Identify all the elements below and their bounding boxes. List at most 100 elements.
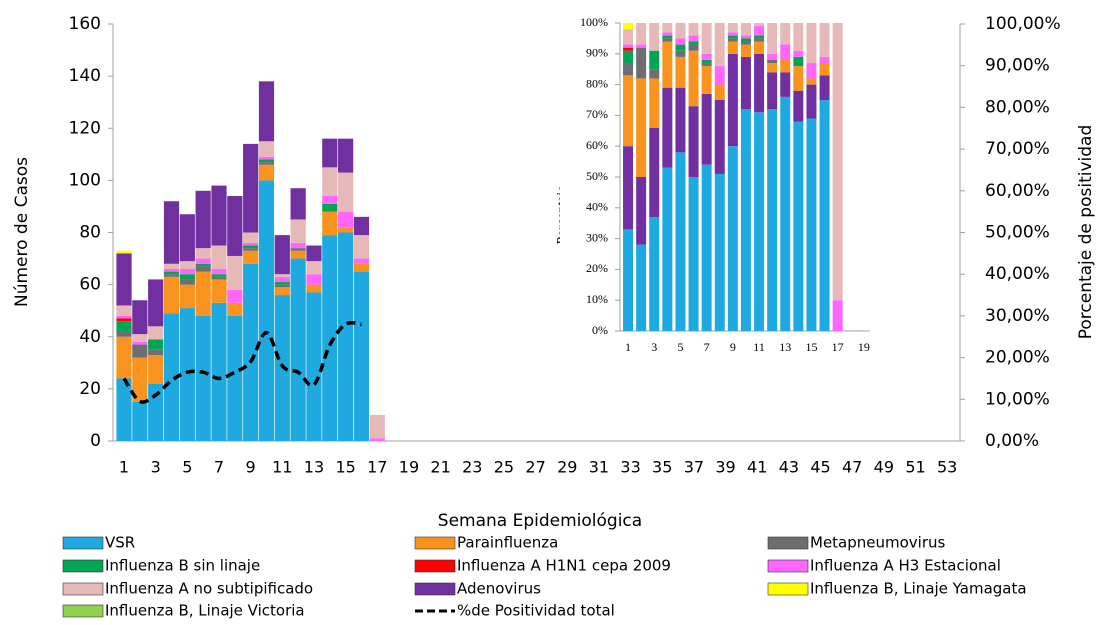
bar-segment (116, 305, 132, 316)
bar-segment (688, 44, 699, 51)
x-tick-label: 7 (214, 458, 224, 477)
bar-segment (662, 35, 673, 39)
bar-segment (322, 203, 338, 212)
bar-segment (649, 69, 660, 79)
bar-segment (806, 84, 817, 119)
x-tick-label: 5 (677, 340, 683, 354)
x-tick-label: 39 (715, 458, 735, 477)
bar-segment (649, 50, 660, 70)
bar-segment (195, 266, 211, 272)
legend-label: Metapneumovirus (810, 534, 946, 552)
bar-segment (701, 93, 712, 165)
bar-segment (338, 227, 354, 233)
bar-segment (701, 53, 712, 60)
y2-tick-label: 60,00% (985, 181, 1050, 201)
x-tick-label: 13 (304, 458, 324, 477)
bar-segment (274, 284, 290, 288)
legend-label: Influenza B, Linaje Yamagata (810, 580, 1027, 598)
bar-segment (662, 32, 673, 36)
bar-segment (793, 90, 804, 122)
bar-segment (754, 41, 765, 54)
y-axis-title: Número de Casos (12, 157, 32, 307)
bar-segment (211, 302, 227, 441)
bar-segment (701, 59, 712, 64)
bar-segment (338, 138, 354, 173)
x-tick-label: 33 (620, 458, 640, 477)
bar-segment (179, 279, 195, 285)
bar-segment (740, 109, 751, 332)
bar-segment (688, 106, 699, 177)
bar-segment (740, 23, 751, 36)
bar-segment (649, 217, 660, 331)
bar-segment (819, 56, 830, 64)
bar-segment (227, 302, 243, 316)
bar-segment (195, 271, 211, 316)
legend-label: Influenza A H3 Estacional (810, 557, 1001, 575)
bar-segment (832, 300, 843, 331)
bar-segment (662, 41, 673, 88)
bar-segment (793, 23, 804, 51)
y2-tick-label: 100,00% (985, 14, 1061, 34)
bar-segment (714, 173, 725, 331)
bar-segment (274, 235, 290, 275)
y-tick-label: 20% (586, 261, 608, 275)
bar-segment (675, 44, 686, 51)
bar-segment (116, 250, 132, 254)
bar-segment (714, 84, 725, 100)
bar-segment (290, 242, 306, 249)
bar-segment (179, 268, 195, 275)
x-tick-label: 25 (494, 458, 514, 477)
bar-segment (148, 279, 164, 327)
x-tick-label: 15 (805, 340, 817, 354)
bar-segment (163, 313, 180, 441)
bar-segment (227, 315, 243, 441)
x-tick-label: 19 (399, 458, 419, 477)
x-tick-label: 35 (652, 458, 672, 477)
x-tick-label: 47 (842, 458, 862, 477)
bar-segment (819, 23, 830, 57)
bar-segment (132, 334, 148, 342)
x-tick-label: 41 (747, 458, 767, 477)
bar-segment (179, 261, 195, 269)
legend-swatch (414, 536, 456, 550)
bar-segment (211, 268, 227, 275)
x-tick-label: 1 (119, 458, 129, 477)
y-tick-label: 20 (79, 379, 101, 399)
x-tick-label: 31 (589, 458, 609, 477)
y-tick-label: 90% (586, 46, 608, 60)
legend-label: Parainfluenza (457, 534, 558, 552)
bar-segment (338, 172, 354, 212)
bar-segment (793, 66, 804, 91)
x-tick-label: 37 (684, 458, 704, 477)
bar-segment (623, 29, 634, 45)
bar-segment (163, 268, 180, 272)
y-tick-label: 140 (69, 66, 101, 86)
bar-segment (211, 276, 227, 280)
bar-segment (662, 38, 673, 42)
y-tick-label: 10% (586, 292, 608, 306)
bar-segment (195, 190, 211, 249)
bar-segment (258, 159, 275, 163)
bar-segment (148, 349, 164, 355)
bar-segment (243, 232, 259, 243)
bar-segment (636, 47, 647, 79)
x-tick-label: 9 (246, 458, 256, 477)
bar-segment (767, 53, 778, 60)
bar-segment (740, 38, 751, 42)
bar-segment (623, 44, 634, 48)
bar-segment (243, 263, 259, 441)
bar-segment (258, 156, 275, 160)
bar-segment (274, 287, 290, 296)
x-tick-label: 9 (730, 340, 736, 354)
bar-segment (767, 72, 778, 110)
legend-swatch (767, 559, 809, 573)
y-tick-label: 60% (586, 138, 608, 152)
bar-segment (754, 38, 765, 42)
x-tick-label: 11 (753, 340, 765, 354)
y-tick-label: 160 (69, 14, 101, 34)
bar-segment (227, 255, 243, 290)
x-tick-label: 53 (937, 458, 957, 477)
bar-segment (740, 35, 751, 39)
bar-segment (714, 100, 725, 174)
bar-segment (243, 242, 259, 246)
